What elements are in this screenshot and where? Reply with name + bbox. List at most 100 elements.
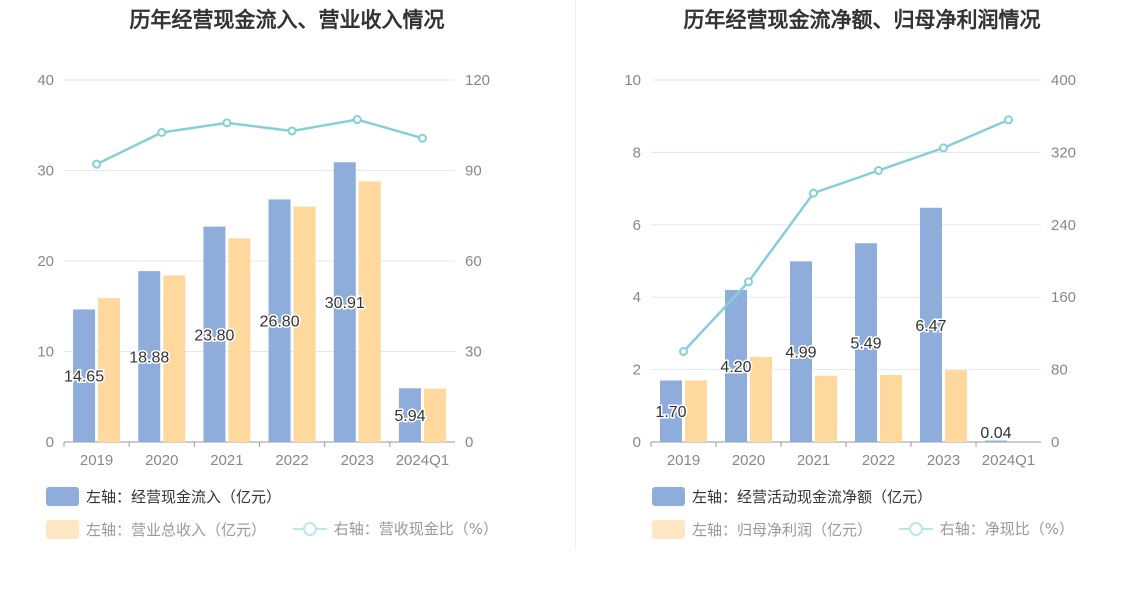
chart-title: 历年经营现金流净额、归母净利润情况	[683, 8, 1041, 32]
y-left-tick-label: 10	[624, 72, 641, 89]
y-left-tick-label: 6	[633, 217, 641, 234]
x-tick-label: 2023	[927, 452, 960, 469]
bar-secondary	[945, 370, 967, 442]
y-left-tick-label: 40	[37, 72, 54, 89]
data-label: 5.94	[394, 408, 425, 425]
y-left-tick-label: 4	[633, 289, 641, 306]
legend-swatch-orange	[46, 519, 79, 539]
line-point	[157, 127, 167, 137]
bar-primary	[138, 271, 161, 442]
bar-secondary	[163, 275, 186, 442]
line-point	[352, 115, 362, 125]
legend-row-2: 左轴：归母净利润（亿元） 右轴：净现比（%）	[652, 518, 1096, 543]
y-right-tick-label: 0	[1051, 434, 1059, 451]
bar-secondary	[815, 375, 837, 442]
y-left-tick-label: 20	[37, 253, 54, 270]
chart-panel-cash-inflow: 历年经营现金流入、营业收入情况 0 10 20 30 40 0 30 60 90 120 2019 2…	[37, 8, 520, 543]
y-right-tick-label: 60	[465, 253, 482, 270]
x-tick-label: 2021	[210, 452, 243, 469]
y-left-tick-label: 2	[633, 362, 641, 379]
line-point	[939, 143, 948, 153]
legend-label: 左轴：经营现金流入（亿元）	[86, 488, 282, 506]
legend-item-line[interactable]: 右轴：净现比（%）	[898, 518, 1075, 539]
legend-label: 左轴：经营活动现金流净额（亿元）	[692, 488, 933, 506]
bar-primary	[268, 199, 291, 442]
data-label: 23.80	[194, 327, 234, 344]
data-label: 6.47	[915, 318, 946, 335]
line-series	[682, 118, 1009, 353]
bar-primary	[660, 380, 682, 442]
y-left-tick-label: 10	[37, 344, 54, 361]
line-point	[809, 188, 818, 198]
legend-item-bar-secondary[interactable]: 左轴：归母净利润（亿元）	[652, 519, 872, 540]
line-point	[744, 277, 753, 287]
data-label: 0.04	[980, 425, 1011, 442]
bar-primary	[790, 261, 812, 442]
legend-item-line[interactable]: 右轴：营收现金比（%）	[292, 518, 499, 539]
x-tick-label: 2022	[275, 452, 308, 469]
y-right-tick-label: 120	[465, 72, 490, 89]
x-tick-label: 2022	[862, 452, 895, 469]
legend-row-1: 左轴：经营活动现金流净额（亿元）	[652, 486, 954, 510]
line-point	[1004, 115, 1013, 125]
bar-primary	[725, 289, 747, 442]
x-tick-label: 2024Q1	[396, 452, 449, 469]
x-tick-label: 2020	[732, 452, 765, 469]
line-point	[417, 133, 427, 143]
bar-secondary	[750, 356, 772, 442]
y-right-tick-label: 400	[1051, 72, 1076, 89]
bar-secondary	[423, 388, 446, 442]
y-left-tick-label: 30	[37, 163, 54, 180]
line-point	[287, 126, 297, 136]
chart-panel-net-cash: 历年经营现金流净额、归母净利润情况 0 2 4 6 8 10 0 80 160 240 320 400…	[576, 0, 1148, 589]
legend-line-marker-icon	[898, 521, 933, 536]
x-tick-label: 2020	[145, 452, 178, 469]
x-tick-label: 2024Q1	[982, 452, 1035, 469]
bar-secondary	[880, 375, 902, 442]
legend-label: 右轴：营收现金比（%）	[333, 520, 499, 538]
legend-swatch-orange	[652, 519, 685, 539]
y-right-tick-label: 90	[465, 163, 482, 180]
data-label: 4.20	[720, 359, 751, 376]
data-label: 18.88	[129, 350, 169, 367]
legend-label: 左轴：营业总收入（亿元）	[86, 520, 267, 539]
line-series	[96, 118, 423, 166]
data-label: 26.80	[260, 314, 300, 331]
y-right-tick-label: 30	[465, 344, 482, 361]
y-right-tick-label: 160	[1051, 289, 1076, 306]
data-label: 30.91	[325, 295, 365, 312]
legend-item-bar-primary[interactable]: 左轴：经营现金流入（亿元）	[46, 486, 281, 507]
legend-swatch-blue	[652, 487, 685, 506]
y-right-tick-label: 320	[1051, 144, 1076, 161]
y-left-tick-label: 0	[46, 434, 54, 451]
legend-item-bar-primary[interactable]: 左轴：经营活动现金流净额（亿元）	[652, 486, 932, 507]
legend-row-1: 左轴：经营现金流入（亿元）	[46, 486, 303, 510]
bar-secondary	[293, 206, 316, 442]
legend-label: 左轴：归母净利润（亿元）	[692, 520, 873, 539]
data-label: 1.70	[655, 404, 686, 421]
line-point	[679, 347, 688, 356]
bar-primary	[398, 388, 421, 442]
data-label: 4.99	[785, 345, 816, 362]
bar-secondary	[685, 380, 707, 442]
chart-title: 历年经营现金流入、营业收入情况	[129, 8, 445, 32]
legend-line-marker-icon	[292, 521, 327, 536]
data-label: 14.65	[64, 369, 104, 386]
x-tick-label: 2019	[80, 452, 113, 469]
line-point	[874, 166, 883, 175]
y-right-tick-label: 0	[465, 434, 473, 451]
x-tick-label: 2019	[667, 452, 700, 469]
legend-label: 右轴：净现比（%）	[939, 520, 1075, 538]
bar-primary	[920, 207, 942, 442]
line-point	[92, 159, 102, 169]
legend-row-2: 左轴：营业总收入（亿元） 右轴：营收现金比（%）	[46, 518, 520, 543]
legend-item-bar-secondary[interactable]: 左轴：营业总收入（亿元）	[46, 519, 266, 540]
bar-primary	[855, 243, 877, 442]
bar-primary	[985, 440, 1007, 442]
panel-divider	[575, 0, 576, 550]
x-tick-label: 2021	[797, 452, 830, 469]
chart-plot-area: 0 10 20 30 40 0 30 60 90 120 2019 2020 2021 2022 2023 2…	[37, 72, 490, 469]
bar-secondary	[98, 298, 121, 442]
chart-plot-area: 0 2 4 6 8 10 0 80 160 240 320 400 2019 2020 2021 2022 20…	[624, 72, 1076, 469]
y-left-tick-label: 0	[633, 434, 641, 451]
